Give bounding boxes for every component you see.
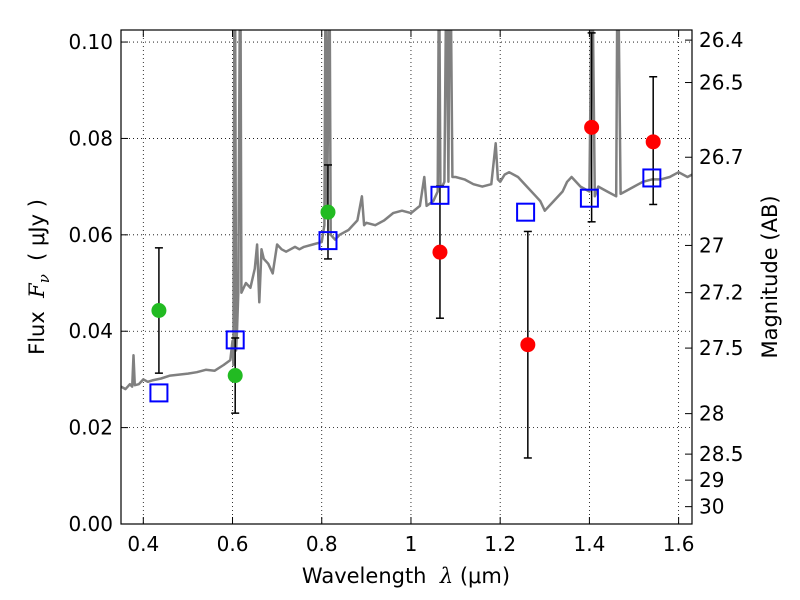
y2-tick-label: 26.7	[699, 145, 744, 169]
x-tick-label: 1	[405, 532, 418, 556]
observed-flux-point	[151, 302, 167, 318]
observed-flux-point	[432, 244, 448, 260]
model-photometry-square	[642, 168, 662, 188]
y2-tick-label: 26.5	[699, 71, 744, 95]
model-photometry-square	[579, 188, 599, 208]
model-photometry-square	[225, 330, 245, 350]
y-tick-label: 0.04	[68, 319, 113, 343]
y2-axis-label: Magnitude (AB)	[758, 195, 782, 358]
y-tick-label: 0.06	[68, 223, 113, 247]
observed-flux-point	[645, 134, 661, 150]
plot-frame	[120, 29, 693, 525]
y-tick-label: 0.00	[68, 512, 113, 536]
x-axis-label: Wavelength λ (μm)	[302, 564, 510, 588]
y2-tick-label: 27.5	[699, 336, 744, 360]
plot-area	[121, 30, 692, 459]
y2-tick-label: 28	[699, 402, 724, 426]
x-tick-label: 1.2	[484, 532, 516, 556]
y-tick-label: 0.10	[68, 30, 113, 54]
x-tick-label: 1.6	[663, 532, 695, 556]
x-tick-label: 0.8	[306, 532, 338, 556]
observed-flux-point	[227, 368, 243, 384]
observed-flux-point	[520, 337, 536, 353]
axis-ticks: 0.4 0.6 0.8 1 1.2 1.4 1.6 0.00 0.02 0.04 0.06 0.08 0…	[68, 28, 743, 556]
model-photometry-square	[516, 202, 536, 222]
y-tick-label: 0.08	[68, 126, 113, 150]
y2-tick-label: 27.2	[699, 281, 744, 305]
y2-tick-label: 27	[699, 233, 724, 257]
x-tick-label: 0.6	[217, 532, 249, 556]
y2-tick-label: 26.4	[699, 28, 744, 52]
model-spectrum-line	[121, 30, 692, 391]
x-tick-label: 1.4	[573, 532, 605, 556]
model-photometry-square	[430, 185, 450, 205]
y-axis-label: Flux Fν ( μJy )	[25, 199, 53, 355]
y2-tick-label: 28.5	[699, 442, 744, 466]
y2-tick-label: 29	[699, 468, 724, 492]
observed-flux-point	[584, 119, 600, 135]
observed-flux-point	[320, 204, 336, 220]
y-tick-label: 0.02	[68, 416, 113, 440]
model-photometry-square	[318, 231, 338, 251]
x-tick-label: 0.4	[127, 532, 159, 556]
model-photometry-square	[149, 383, 169, 403]
y2-tick-label: 30	[699, 495, 724, 519]
